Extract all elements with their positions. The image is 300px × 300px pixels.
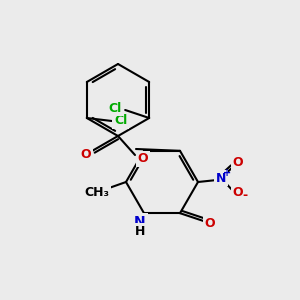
Text: O: O [205, 217, 215, 230]
Text: N: N [216, 172, 226, 184]
Text: H: H [135, 225, 145, 238]
Text: Cl: Cl [109, 101, 122, 115]
Text: O: O [138, 152, 148, 166]
Text: Cl: Cl [114, 115, 128, 128]
Text: O: O [81, 148, 91, 160]
Text: +: + [223, 168, 231, 178]
Text: O: O [233, 157, 243, 169]
Text: -: - [242, 190, 247, 202]
Text: O: O [233, 187, 243, 200]
Text: N: N [134, 215, 146, 229]
Text: CH₃: CH₃ [85, 185, 110, 199]
